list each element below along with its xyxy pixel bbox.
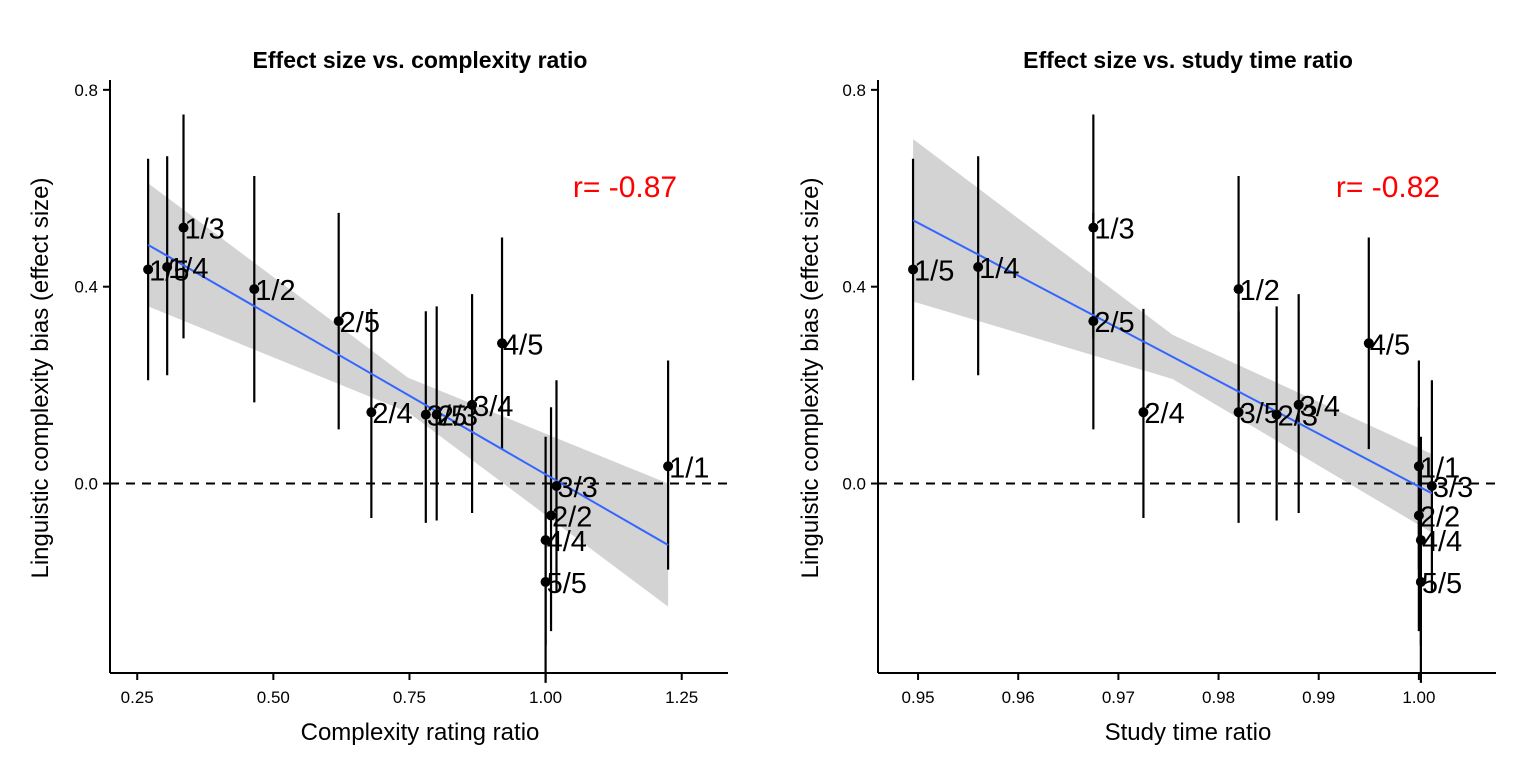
x-axis-label: Study time ratio <box>1105 719 1272 746</box>
point-label-2-5: 2/5 <box>1094 307 1134 339</box>
y-tick-label: 0.0 <box>842 475 866 494</box>
x-tick-label: 0.95 <box>902 688 935 707</box>
point-label-5-5: 5/5 <box>547 568 587 600</box>
data-point-2-5 <box>333 316 344 327</box>
data-point-2-2 <box>1413 510 1424 521</box>
y-tick-label: 0.8 <box>74 81 98 100</box>
data-point-2-3 <box>431 409 442 420</box>
x-tick-label: 1.00 <box>529 688 562 707</box>
data-point-1-1 <box>1413 461 1424 472</box>
y-tick-label: 0.4 <box>842 278 866 297</box>
regression-line <box>147 243 669 546</box>
point-label-4-4: 4/4 <box>1422 526 1462 558</box>
data-point-3-3 <box>551 480 562 491</box>
data-point-2-3 <box>1271 409 1282 420</box>
data-point-1-1 <box>663 461 674 472</box>
point-label-2-4: 2/4 <box>372 398 412 430</box>
point-label-2-4: 2/4 <box>1144 398 1184 430</box>
data-point-1-3 <box>1088 222 1099 233</box>
confidence-band <box>913 139 1432 533</box>
x-tick-label: 1.25 <box>665 688 698 707</box>
data-point-1-4 <box>162 262 173 273</box>
point-label-2-2: 2/2 <box>1420 502 1460 534</box>
point-label-2-2: 2/2 <box>552 502 592 534</box>
point-label-1-4: 1/4 <box>979 253 1019 285</box>
data-point-3-3 <box>1426 480 1437 491</box>
x-tick-label: 0.75 <box>393 688 426 707</box>
x-tick-label: 0.25 <box>121 688 154 707</box>
data-point-2-4 <box>366 407 377 418</box>
point-label-2-3: 2/3 <box>1278 401 1318 433</box>
data-point-2-2 <box>546 510 557 521</box>
chart-title: Effect size vs. study time ratio <box>1023 47 1353 73</box>
data-point-1-5 <box>908 264 919 275</box>
data-point-4-5 <box>1363 338 1374 349</box>
x-tick-label: 0.96 <box>1002 688 1035 707</box>
y-tick-label: 0.0 <box>74 475 98 494</box>
x-tick-label: 0.97 <box>1102 688 1135 707</box>
y-axis-label: Linguistic complexity bias (effect size) <box>797 177 824 578</box>
point-label-5-5: 5/5 <box>1422 568 1462 600</box>
point-label-1-3: 1/3 <box>1094 214 1134 246</box>
data-point-4-4 <box>1415 535 1426 546</box>
regression-line <box>912 219 1433 495</box>
data-point-1-5 <box>143 264 154 275</box>
point-label-1-1: 1/1 <box>1420 452 1460 484</box>
point-label-1-3: 1/3 <box>185 214 225 246</box>
data-point-5-5 <box>1415 576 1426 587</box>
point-label-4-4: 4/4 <box>547 526 587 558</box>
x-tick-label: 0.50 <box>257 688 290 707</box>
y-tick-label: 0.8 <box>842 81 866 100</box>
data-point-4-4 <box>540 535 551 546</box>
data-point-3-5 <box>420 409 431 420</box>
point-label-4-5: 4/5 <box>503 329 543 361</box>
panel-complexity-ratio: Effect size vs. complexity ratio 1/1 1/2 1/… <box>27 47 728 746</box>
data-point-1-2 <box>1233 284 1244 295</box>
x-tick-label: 1.00 <box>1402 688 1435 707</box>
point-label-2-5: 2/5 <box>340 307 380 339</box>
chart-title: Effect size vs. complexity ratio <box>253 47 588 73</box>
data-point-5-5 <box>540 576 551 587</box>
panel-study-time-ratio: Effect size vs. study time ratio 1/1 1/2 1/… <box>797 47 1496 746</box>
data-point-4-5 <box>497 338 508 349</box>
point-label-1-4: 1/4 <box>168 253 208 285</box>
point-label-3-3: 3/3 <box>557 472 597 504</box>
point-label-4-5: 4/5 <box>1370 329 1410 361</box>
data-point-3-5 <box>1233 407 1244 418</box>
point-label-2-3: 2/3 <box>438 401 478 433</box>
point-label-1-5: 1/5 <box>149 255 189 287</box>
point-label-3-4: 3/4 <box>473 391 513 423</box>
point-label-3-4: 3/4 <box>1300 391 1340 423</box>
point-label-3-5: 3/5 <box>427 401 467 433</box>
data-point-2-4 <box>1138 407 1149 418</box>
data-point-1-2 <box>249 284 260 295</box>
point-label-3-5: 3/5 <box>1240 398 1280 430</box>
data-point-1-4 <box>973 262 984 273</box>
point-label-3-3: 3/3 <box>1433 472 1473 504</box>
point-label-1-2: 1/2 <box>255 275 295 307</box>
x-tick-label: 0.98 <box>1202 688 1235 707</box>
data-point-3-4 <box>467 399 478 410</box>
data-point-2-5 <box>1088 316 1099 327</box>
data-point-3-4 <box>1293 399 1304 410</box>
x-axis-label: Complexity rating ratio <box>301 719 540 746</box>
y-axis-label: Linguistic complexity bias (effect size) <box>27 177 54 578</box>
point-label-1-5: 1/5 <box>914 255 954 287</box>
x-tick-label: 0.99 <box>1302 688 1335 707</box>
data-point-1-3 <box>178 222 189 233</box>
correlation-label: r= -0.87 <box>573 171 677 204</box>
point-label-1-1: 1/1 <box>669 452 709 484</box>
correlation-label: r= -0.82 <box>1336 171 1440 204</box>
point-label-1-2: 1/2 <box>1240 275 1280 307</box>
y-tick-label: 0.4 <box>74 278 98 297</box>
